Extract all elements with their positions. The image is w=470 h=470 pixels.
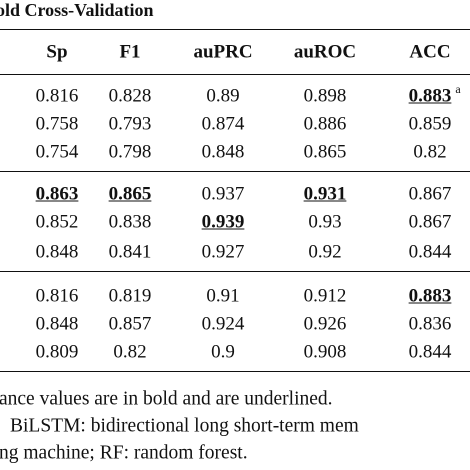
table-cell: 0.865	[303, 141, 347, 163]
table-cell: 0.91	[206, 285, 240, 307]
column-header: ACC	[409, 41, 451, 63]
table-cell: 0.844	[408, 341, 452, 363]
table-cell: 0.848	[35, 313, 79, 335]
table-cell: 0.883	[408, 285, 452, 307]
table-cell: 0.9	[211, 341, 235, 363]
table-cell: 0.809	[35, 341, 79, 363]
table-cell: 0.838	[108, 211, 152, 233]
table-cell: 0.828	[108, 85, 152, 107]
table-cell: 0.857	[108, 313, 152, 335]
rule	[0, 171, 470, 172]
table-cell: 0.89	[206, 85, 240, 107]
table-cell: 0.848	[201, 141, 245, 163]
table-cell: 0.82	[413, 141, 447, 163]
table-cell: 0.898	[303, 85, 347, 107]
table-cell: 0.848	[35, 241, 79, 263]
superscript: a	[455, 82, 461, 96]
table-cell: 0.92	[308, 241, 342, 263]
footnote: BiLSTM: bidirectional long short-term me…	[10, 415, 359, 437]
footnote: ng machine; RF: random forest.	[0, 442, 248, 464]
rule	[0, 29, 470, 30]
table-cell: 0.867	[408, 183, 452, 205]
column-header: auROC	[293, 41, 357, 63]
table-cell: 0.816	[35, 85, 79, 107]
table-cell: 0.793	[108, 113, 152, 135]
table-cell: 0.798	[108, 141, 152, 163]
table-cell: 0.865	[108, 183, 152, 205]
footnote: ance values are in bold and are underlin…	[0, 388, 333, 410]
table-cell: 0.841	[108, 241, 152, 263]
table-cell: 0.937	[201, 183, 245, 205]
table-cell: 0.886	[303, 113, 347, 135]
rule	[0, 371, 470, 372]
rule	[0, 74, 470, 75]
column-header: F1	[119, 41, 141, 63]
column-header: Sp	[46, 41, 68, 63]
table-cell: 0.883	[408, 85, 452, 107]
table-cell: 0.754	[35, 141, 79, 163]
table-cell: 0.836	[408, 313, 452, 335]
table-cell: 0.859	[408, 113, 452, 135]
table-cell: 0.931	[303, 183, 347, 205]
table-title: old Cross-Validation	[0, 0, 154, 20]
table-cell: 0.863	[35, 183, 79, 205]
table-cell: 0.927	[201, 241, 245, 263]
table-cell: 0.939	[201, 211, 245, 233]
table-cell: 0.758	[35, 113, 79, 135]
table-cell: 0.82	[113, 341, 147, 363]
table-cell: 0.874	[201, 113, 245, 135]
rule	[0, 271, 470, 272]
table-cell: 0.819	[108, 285, 152, 307]
table-cell: 0.816	[35, 285, 79, 307]
table-cell: 0.867	[408, 211, 452, 233]
table-cell: 0.852	[35, 211, 79, 233]
table-cell: 0.926	[303, 313, 347, 335]
table-cell: 0.844	[408, 241, 452, 263]
column-header: auPRC	[193, 41, 253, 63]
table-cell: 0.912	[303, 285, 347, 307]
table-cell: 0.908	[303, 341, 347, 363]
table-cell: 0.93	[308, 211, 342, 233]
table-cell: 0.924	[201, 313, 245, 335]
